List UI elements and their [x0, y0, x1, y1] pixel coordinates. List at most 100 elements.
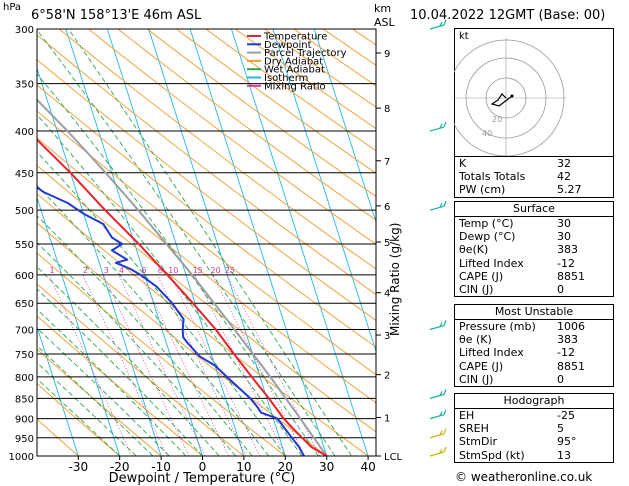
mixing-ratio-label: 10: [168, 266, 178, 275]
table-row: Dewp (°C) 30: [455, 230, 613, 243]
pressure-tick-label: 500: [15, 206, 34, 217]
most-unstable-title: Most Unstable: [455, 305, 613, 320]
temperature-tick-label: -20: [110, 460, 130, 474]
km-tick-label: 8: [384, 104, 390, 115]
row-label: PW (cm): [459, 183, 506, 197]
km-tick-label: 4: [384, 289, 390, 300]
isotherm-line: [106, 29, 245, 456]
row-value: 30: [557, 230, 571, 244]
table-row: CIN (J) 0: [455, 283, 613, 296]
table-row: SREH 5: [455, 422, 613, 435]
dry-adiabat-line: [37, 34, 376, 295]
mixing-ratio-line: [226, 274, 321, 456]
pressure-tick-label: 350: [15, 80, 34, 91]
row-label: StmSpd (kt): [459, 448, 525, 462]
wet-adiabat-line: [37, 73, 319, 456]
mixing-ratio-label: 4: [119, 266, 124, 275]
mixing-ratio-label: 20: [211, 266, 221, 275]
mixing-ratio-axis-label: Mixing Ratio (g/kg): [388, 223, 402, 336]
legend-label: Mixing Ratio: [264, 81, 326, 92]
legend-label: Parcel Trajectory: [264, 48, 347, 59]
km-label: km: [374, 2, 392, 15]
row-value: -12: [557, 256, 575, 270]
row-value: 0: [557, 372, 564, 386]
dry-adiabat-line: [37, 193, 369, 456]
isotherm-line: [37, 196, 121, 456]
temperature-tick-label: -10: [151, 460, 171, 474]
row-label: CIN (J): [459, 282, 494, 296]
pressure-tick-label: 550: [15, 240, 34, 251]
parcel-trajectory-line: [37, 98, 328, 456]
row-label: θe(K): [459, 243, 489, 257]
legend-label: Temperature: [263, 32, 327, 43]
temperature-profile-line: [37, 138, 328, 456]
km-tick-label: 7: [384, 157, 390, 168]
asl-label: ASL: [374, 16, 395, 29]
wind-barb: [429, 409, 447, 420]
wind-barb: [429, 389, 447, 399]
isotherm-line: [37, 66, 162, 456]
row-label: Lifted Index: [459, 256, 524, 270]
isotherm-line: [189, 29, 328, 456]
wet-adiabat-line: [37, 242, 236, 456]
table-row: EH -25: [455, 409, 613, 422]
isotherm-line: [65, 29, 203, 456]
wind-barb: [429, 446, 447, 457]
mixing-ratio-line: [212, 274, 306, 456]
mixing-ratio-label: 6: [141, 266, 146, 275]
dry-adiabat-line: [146, 29, 376, 198]
row-value: 383: [557, 243, 578, 257]
isotherm-line: [272, 29, 376, 353]
wet-adiabat-line: [37, 362, 137, 456]
temperature-tick-label: 10: [236, 460, 251, 474]
km-tick-label: 2: [384, 371, 390, 382]
dry-adiabat-line: [37, 348, 162, 456]
row-label: Lifted Index: [459, 346, 524, 360]
temperature-tick-label: 0: [199, 460, 207, 474]
table-row: CIN (J) 0: [455, 373, 613, 386]
mixing-ratio-label: 8: [158, 266, 163, 275]
wind-barb: [429, 200, 447, 211]
wet-adiabat-line: [37, 29, 336, 456]
km-tick-label: 3: [384, 331, 390, 342]
pressure-tick-label: 300: [15, 25, 34, 36]
row-value: -25: [557, 409, 575, 422]
pressure-tick-label: 700: [15, 326, 34, 337]
hodograph-trace: [490, 93, 513, 107]
wind-barb: [429, 19, 447, 30]
dry-adiabat-line: [176, 29, 376, 174]
pressure-tick-label: 1000: [9, 452, 34, 463]
mixing-ratio-label: 1: [50, 266, 55, 275]
wet-adiabat-line: [37, 288, 203, 456]
temperature-tick-label: 20: [278, 460, 293, 474]
row-label: SREH: [459, 422, 489, 436]
pressure-tick-label: 450: [15, 169, 34, 180]
table-row: Totals Totals 42: [455, 170, 613, 183]
km-tick-label: LCL: [384, 452, 403, 463]
row-value: 0: [557, 282, 564, 296]
table-row: Temp (°C) 30: [455, 217, 613, 230]
isotherm-line: [37, 325, 79, 456]
pressure-tick-label: 900: [15, 415, 34, 426]
hodograph-kt-label: kt: [459, 31, 469, 42]
isotherm-line: [313, 29, 376, 224]
hodograph-ring-label: 40: [482, 129, 492, 138]
table-row: θe(K) 383: [455, 243, 613, 256]
mixing-ratio-line: [194, 274, 287, 456]
dry-adiabat-line: [117, 29, 376, 221]
dry-adiabat-line: [37, 418, 79, 456]
row-value: 32: [557, 157, 571, 170]
dewpoint-profile-line: [37, 186, 305, 456]
table-row: Lifted Index -12: [455, 346, 613, 359]
surface-table: Surface Temp (°C) 30 Dewp (°C) 30 θe(K) 383 Li…: [454, 201, 614, 298]
most-unstable-table: Most Unstable Pressure (mb) 1006 θe (K) 383…: [454, 304, 614, 387]
temperature-tick-label: -30: [68, 460, 88, 474]
temperature-tick-label: 40: [360, 460, 375, 474]
hpa-label: hPa: [3, 2, 22, 13]
isotherm-line: [148, 29, 286, 456]
credit-text: © weatheronline.co.uk: [455, 470, 593, 484]
wet-adiabat-line: [37, 215, 253, 456]
row-value: 5.27: [557, 183, 582, 197]
